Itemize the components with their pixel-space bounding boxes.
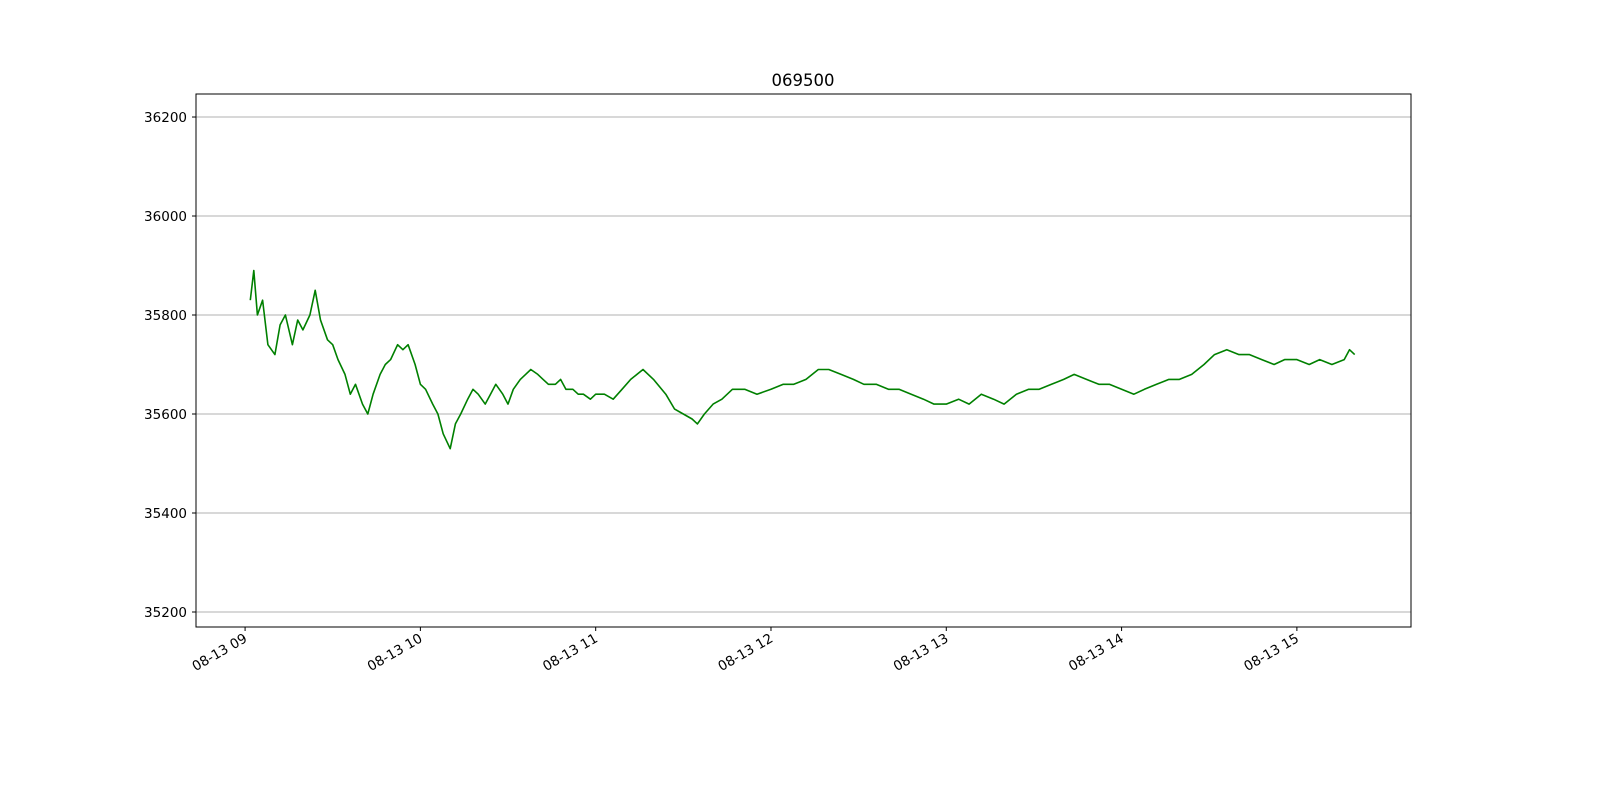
y-tick-label: 35600	[144, 407, 187, 423]
x-tick-label: 08-13 13	[891, 631, 952, 675]
x-tick-label: 08-13 15	[1241, 631, 1302, 675]
y-tick-label: 36200	[144, 110, 187, 126]
price-line	[249, 269, 1356, 450]
y-tick-label: 36000	[144, 209, 187, 225]
y-tick-label: 35400	[144, 506, 187, 522]
chart-title: 069500	[772, 71, 835, 90]
x-tick-label: 08-13 11	[540, 631, 601, 675]
y-tick-label: 35800	[144, 308, 187, 324]
y-tick-label: 35200	[144, 605, 187, 621]
x-tick-label: 08-13 12	[715, 631, 776, 675]
plot-frame	[195, 93, 1412, 628]
x-tick-label: 08-13 09	[190, 631, 251, 675]
x-tick-label: 08-13 10	[365, 631, 426, 675]
x-tick-label: 08-13 14	[1066, 631, 1127, 675]
